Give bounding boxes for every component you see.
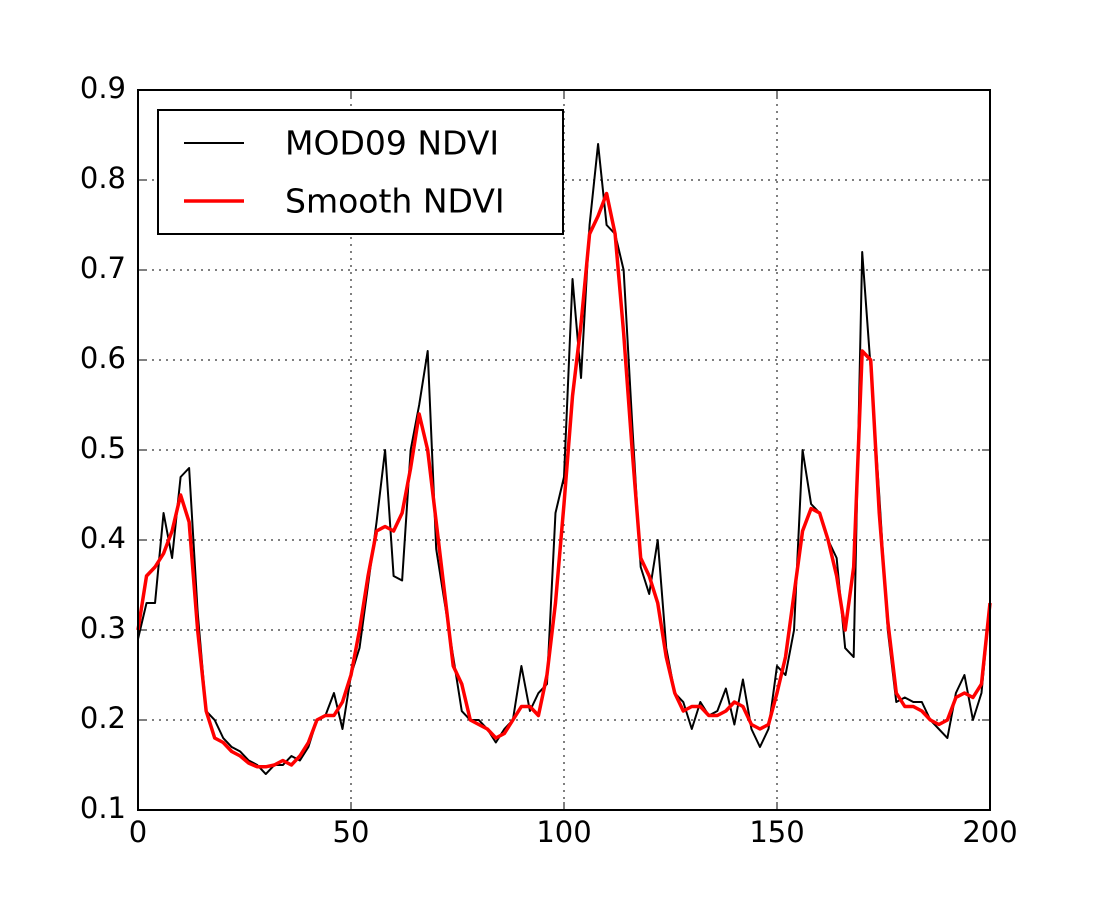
- data-line: [137, 143, 991, 775]
- data-line: [136, 191, 992, 769]
- y-tick-label: 0.2: [80, 701, 126, 735]
- legend-box: [157, 109, 564, 235]
- legend-label: Smooth NDVI: [285, 182, 505, 221]
- x-tick-label: 50: [333, 815, 370, 849]
- y-tick-label: 0.9: [80, 71, 126, 105]
- y-tick-label: 0.1: [80, 791, 126, 825]
- y-tick-label: 0.4: [80, 521, 126, 555]
- legend: MOD09 NDVI Smooth NDVI: [157, 109, 564, 235]
- x-tick-label: 0: [129, 815, 147, 849]
- x-tick-label: 200: [962, 815, 1017, 849]
- x-tick-label: 150: [749, 815, 804, 849]
- y-tick-label: 0.6: [80, 341, 126, 375]
- y-tick-label: 0.7: [80, 251, 126, 285]
- y-tick-label: 0.5: [80, 431, 126, 465]
- y-tick-label: 0.3: [80, 611, 126, 645]
- y-tick-label: 0.8: [80, 161, 126, 195]
- x-tick-label: 100: [536, 815, 591, 849]
- plot-frame: [137, 89, 991, 811]
- legend-label: MOD09 NDVI: [285, 124, 499, 163]
